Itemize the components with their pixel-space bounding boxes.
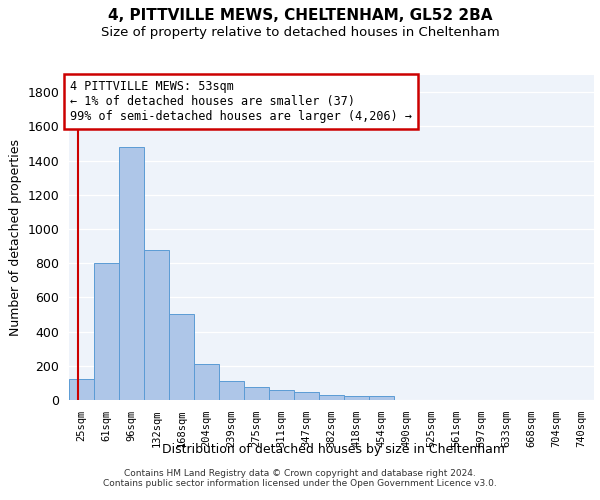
Text: 4, PITTVILLE MEWS, CHELTENHAM, GL52 2BA: 4, PITTVILLE MEWS, CHELTENHAM, GL52 2BA: [108, 8, 492, 22]
Bar: [94, 263, 119, 400]
Text: Size of property relative to detached houses in Cheltenham: Size of property relative to detached ho…: [101, 26, 499, 39]
Bar: [294, 392, 319, 400]
Bar: [69, 378, 94, 400]
Bar: [194, 364, 219, 400]
Bar: [169, 314, 194, 400]
Bar: [269, 390, 294, 400]
Text: 4 PITTVILLE MEWS: 53sqm
← 1% of detached houses are smaller (37)
99% of semi-det: 4 PITTVILLE MEWS: 53sqm ← 1% of detached…: [70, 80, 412, 123]
Text: Contains public sector information licensed under the Open Government Licence v3: Contains public sector information licen…: [103, 478, 497, 488]
Bar: [244, 387, 269, 400]
Bar: [369, 396, 394, 400]
Bar: [319, 395, 344, 400]
Bar: [219, 381, 244, 400]
Bar: [144, 250, 169, 400]
Text: Contains HM Land Registry data © Crown copyright and database right 2024.: Contains HM Land Registry data © Crown c…: [124, 468, 476, 477]
Y-axis label: Number of detached properties: Number of detached properties: [9, 139, 22, 336]
Bar: [344, 396, 369, 400]
Bar: [119, 147, 144, 400]
Text: Distribution of detached houses by size in Cheltenham: Distribution of detached houses by size …: [161, 442, 505, 456]
